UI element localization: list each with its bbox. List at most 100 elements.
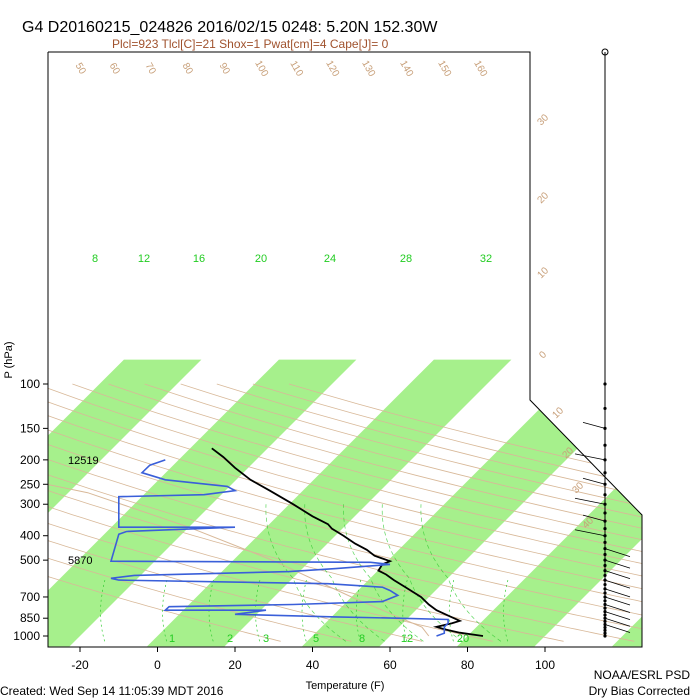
dry-adiabat-label: 80 [180,61,195,77]
wind-station-dot [603,619,607,623]
mixing-ratio-label-bottom: 8 [359,633,365,645]
wind-station-dot [603,527,607,531]
mixing-ratio-label: 32 [480,253,492,265]
mixing-ratio-label-bottom: 12 [401,633,413,645]
skewed-temperature-label: 10 [550,405,566,421]
plot-frame [47,51,643,648]
mixing-ratio-line [402,580,408,642]
mixing-ratio-line [100,580,106,642]
y-tick-label: 1000 [13,629,40,643]
wind-barb [604,579,631,589]
dry-adiabat [48,383,642,642]
parcel-path [48,483,430,637]
wind-station-dot [603,634,607,638]
wind-station-dot [603,631,607,635]
wind-barb [574,529,606,537]
wind-barb [582,514,606,522]
dry-adiabat-label: 120 [323,59,341,79]
wind-barb [604,588,631,598]
wind-top-circle [601,48,609,56]
wind-station-dot [603,628,607,632]
dry-adiabat-label: 160 [471,59,489,79]
mixing-ratio-label: 20 [255,253,267,265]
mixing-ratio-label: 24 [324,253,336,265]
mixing-ratio-line [448,580,455,642]
mixing-ratio-label: 8 [92,253,98,265]
y-tick-label: 150 [20,421,40,435]
dry-adiabat [48,383,642,642]
mixing-ratio-label: 16 [193,253,205,265]
wind-barb [604,611,631,620]
wind-station-dot [603,443,607,447]
wind-station-dot [603,582,607,587]
dry-adiabat-label: 140 [397,59,415,79]
x-axis-label: Temperature (F) [306,680,385,692]
dry-adiabat [108,383,642,642]
moist-adiabat [304,504,385,642]
wind-barb [604,548,631,557]
moist-adiabat [343,504,424,642]
dry-adiabat-label: 50 [73,61,88,77]
dry-bias-note: Dry Bias Corrected [589,684,690,698]
y-tick-label: 200 [20,453,40,467]
y-tick-label: 400 [20,529,40,543]
y-tick-label: 100 [20,377,40,391]
wind-barb [604,624,631,633]
y-tick-label: 500 [20,553,40,567]
chart-subtitle: Plcl=923 Tlcl[C]=21 Shox=1 Pwat[cm]=4 Ca… [112,37,389,51]
x-tick-label: 0 [154,658,161,672]
mixing-ratio-label-bottom: 1 [169,633,175,645]
dry-adiabat-label: 60 [107,61,122,77]
dry-adiabat [48,383,352,642]
dry-adiabat [48,383,635,642]
dry-adiabat [216,383,642,642]
mixing-ratio-label-bottom: 2 [227,633,233,645]
mixing-ratio-line [503,580,509,642]
wind-barb [604,604,631,613]
wind-station-dot [603,606,607,610]
y-tick-label: 850 [20,611,40,625]
dry-adiabat [180,383,642,642]
dry-adiabat [144,383,642,642]
parcel-line [48,483,430,637]
dry-adiabat [48,383,642,642]
mixing-ratio-line [162,580,168,642]
x-tick-label: -20 [71,658,89,672]
dry-adiabat [72,383,642,642]
wind-barb [574,453,606,461]
dry-adiabat-label: 150 [435,59,453,79]
dewpoint-line [109,459,449,637]
wind-barb [574,497,606,505]
mixing-ratio-label: 12 [138,253,150,265]
wind-station-dot [603,406,607,411]
wind-station-dot [603,573,607,578]
x-tick-label: 20 [228,658,242,672]
moist-adiabat [420,504,502,642]
wind-barb [582,477,606,485]
wind-station-dot [603,493,607,497]
dry-adiabat [48,383,642,642]
chart-title: G4 D20160215_024826 2016/02/15 0248: 5.2… [22,19,438,36]
dry-adiabat-label: 110 [287,59,305,79]
mixing-ratio-line [355,580,362,642]
dry-adiabat-label: 90 [217,61,232,77]
wind-station-dot [603,625,607,630]
dry-adiabat [48,383,281,642]
wind-station-dot [603,613,607,617]
y-axis: 100 150 200 250 300 400 500 700 850 1000 [13,377,48,643]
x-tick-label: 80 [461,658,475,672]
wind-station-dot [603,519,607,523]
y-axis-label: P (hPa) [3,341,15,378]
dry-adiabat-label: 100 [252,59,270,79]
mixing-ratio-label-bottom: 3 [263,633,269,645]
wind-barb-profile [574,48,631,638]
org-credit: NOAA/ESRL PSD [594,668,691,682]
mixing-ratio-label: 28 [400,253,412,265]
dry-adiabat-label: 130 [359,59,377,79]
skewed-temperature-label: 30 [535,112,551,128]
wind-station-dot [603,591,607,595]
dry-adiabat-labels: 50 60 70 80 90 100 110 120 130 140 150 160 [73,59,490,79]
skewed-temperature-label: 0 [537,349,549,361]
height-label: 12519 [68,455,99,467]
